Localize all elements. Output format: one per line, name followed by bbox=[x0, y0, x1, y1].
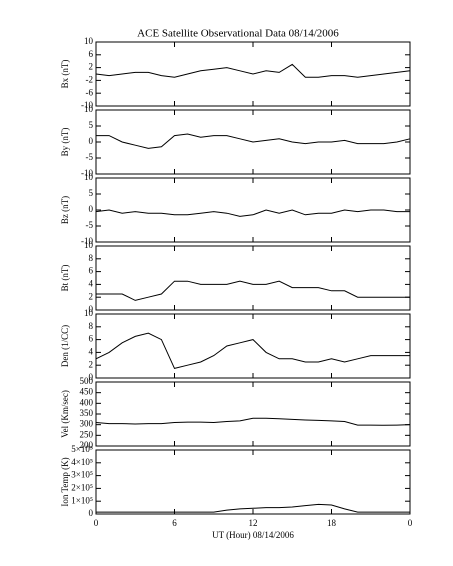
y-tick-label: 400 bbox=[80, 397, 94, 407]
y-tick-label: 200 bbox=[80, 440, 94, 450]
y-tick-label: 8 bbox=[89, 321, 94, 331]
y-tick-label: 10 bbox=[84, 36, 94, 46]
y-axis-label: Ion Temp (K) bbox=[60, 457, 70, 506]
y-tick-label: 4 bbox=[89, 346, 94, 356]
x-axis-label: UT (Hour) 08/14/2006 bbox=[212, 530, 294, 540]
y-tick-label: 0 bbox=[89, 372, 94, 382]
y-tick-label: 2 bbox=[89, 62, 94, 72]
y-tick-label: 300 bbox=[80, 419, 94, 429]
data-line bbox=[96, 503, 410, 513]
chart-title: ACE Satellite Observational Data 08/14/2… bbox=[137, 28, 339, 40]
y-axis-label: By (nT) bbox=[60, 128, 70, 157]
x-tick-label: 12 bbox=[249, 518, 258, 528]
panel-frame bbox=[95, 313, 411, 379]
y-tick-label: 0 bbox=[89, 204, 94, 214]
y-tick-label: -10 bbox=[81, 236, 93, 246]
y-tick-label: 5×10⁵ bbox=[71, 444, 93, 454]
y-tick-label: 0 bbox=[89, 508, 94, 518]
y-axis-label: Vel (Km/sec) bbox=[60, 390, 70, 438]
data-line bbox=[96, 280, 410, 301]
y-axis-label: Bx (nT) bbox=[60, 60, 70, 89]
y-tick-label: 10 bbox=[84, 172, 94, 182]
y-tick-label: 2 bbox=[89, 359, 94, 369]
y-tick-label: 10 bbox=[84, 104, 94, 114]
y-tick-label: -5 bbox=[86, 220, 94, 230]
panel-frame bbox=[95, 177, 411, 243]
x-tick-label: 0 bbox=[94, 518, 99, 528]
y-tick-label: 5 bbox=[89, 188, 94, 198]
y-tick-label: -2 bbox=[86, 74, 94, 84]
y-tick-label: 6 bbox=[89, 334, 94, 344]
data-line bbox=[95, 209, 410, 217]
y-tick-label: 4×10⁵ bbox=[71, 457, 93, 467]
y-tick-label: 1×10⁵ bbox=[71, 495, 93, 505]
x-tick-label: 18 bbox=[327, 518, 337, 528]
y-tick-label: 10 bbox=[84, 308, 94, 318]
data-line bbox=[95, 63, 411, 78]
y-tick-label: 0 bbox=[89, 136, 94, 146]
y-axis-label: Bt (nT) bbox=[60, 265, 70, 292]
y-tick-label: 4 bbox=[89, 278, 94, 288]
y-tick-label: -6 bbox=[86, 87, 94, 97]
y-tick-label: 5 bbox=[89, 120, 94, 130]
y-tick-label: 6 bbox=[89, 266, 94, 276]
y-tick-label: -10 bbox=[81, 100, 93, 110]
y-tick-label: 0 bbox=[89, 304, 94, 314]
panel-frame bbox=[95, 245, 411, 311]
y-tick-label: 10 bbox=[84, 240, 94, 250]
x-tick-label: 0 bbox=[408, 518, 413, 528]
y-tick-label: 6 bbox=[89, 49, 94, 59]
y-tick-label: 2×10⁵ bbox=[71, 482, 93, 492]
y-tick-label: 450 bbox=[80, 387, 94, 397]
panel-frame bbox=[95, 381, 411, 447]
y-tick-label: 500 bbox=[80, 376, 94, 386]
panel-frame bbox=[95, 449, 411, 515]
y-tick-label: 2 bbox=[89, 291, 94, 301]
y-tick-label: 250 bbox=[80, 429, 94, 439]
data-line bbox=[96, 133, 411, 149]
y-tick-label: 350 bbox=[80, 408, 94, 418]
y-tick-label: 3×10⁵ bbox=[71, 470, 93, 480]
data-line bbox=[95, 332, 410, 369]
y-axis-label: Den (1/CC) bbox=[60, 325, 70, 367]
y-tick-label: -10 bbox=[81, 168, 93, 178]
y-axis-label: Bz (nT) bbox=[60, 196, 70, 224]
x-tick-label: 6 bbox=[172, 518, 177, 528]
data-line bbox=[95, 417, 411, 426]
y-tick-label: 8 bbox=[89, 253, 94, 263]
y-tick-label: -5 bbox=[86, 152, 94, 162]
